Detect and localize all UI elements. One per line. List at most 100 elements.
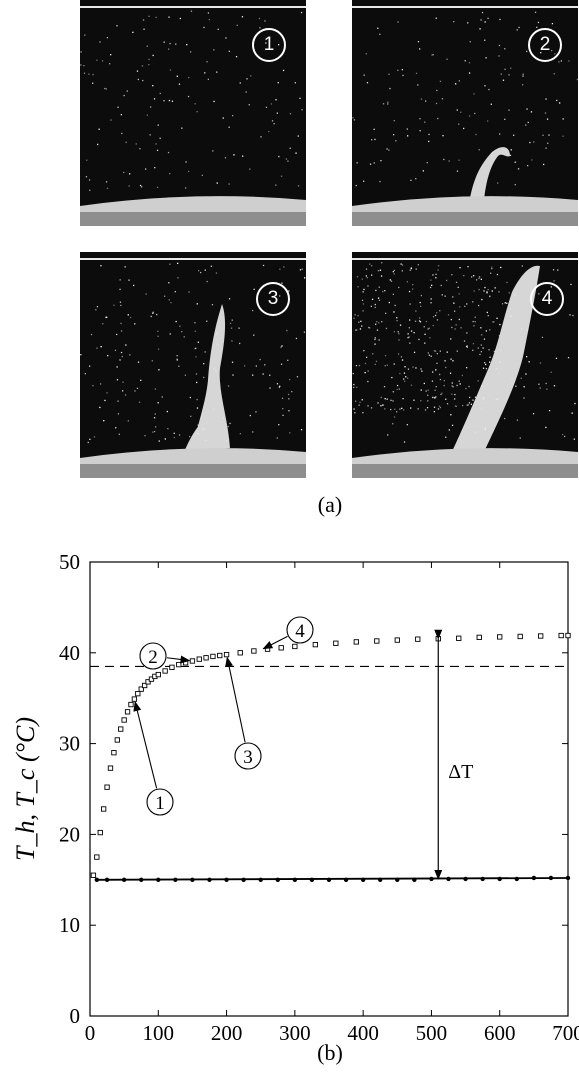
tracer-particle (454, 405, 457, 407)
tracer-particle (195, 356, 197, 358)
tracer-particle (412, 288, 414, 290)
tracer-particle (187, 95, 190, 98)
tracer-particle (407, 377, 409, 379)
tracer-particle (279, 385, 281, 387)
tracer-particle (157, 402, 159, 404)
tracer-particle (374, 303, 376, 306)
annotation-label: 4 (295, 621, 305, 642)
tracer-particle (123, 94, 125, 97)
tracer-particle (203, 363, 205, 365)
tracer-particle (479, 353, 481, 356)
tracer-particle (425, 100, 427, 102)
tracer-particle (92, 73, 94, 76)
tracer-particle (116, 25, 118, 27)
tracer-particle (466, 346, 468, 348)
tracer-particle (367, 405, 369, 407)
tracer-particle (198, 270, 200, 272)
tracer-particle (499, 323, 501, 326)
tracer-particle (121, 132, 123, 135)
tracer-particle (539, 362, 542, 364)
tracer-particle (528, 361, 530, 363)
tracer-particle (208, 18, 210, 21)
tracer-particle (102, 323, 104, 325)
tracer-particle (467, 404, 469, 406)
tracer-particle (185, 187, 187, 189)
delta-label: ΔT (448, 761, 473, 783)
tracer-particle (167, 428, 169, 430)
tracer-particle (156, 149, 159, 151)
tracer-particle (502, 79, 505, 81)
tracer-particle (128, 279, 130, 281)
hot-series-point (104, 784, 110, 790)
tracer-particle (354, 412, 356, 414)
tracer-particle (388, 149, 390, 151)
tracer-particle (479, 28, 481, 30)
tracer-particle (576, 78, 578, 81)
tracer-particle (358, 321, 360, 323)
tracer-particle (470, 403, 472, 405)
tracer-particle (92, 385, 94, 387)
tracer-particle (504, 68, 506, 70)
tracer-particle (406, 281, 408, 283)
tracer-particle (542, 134, 544, 136)
tracer-particle (466, 404, 468, 406)
tracer-particle (533, 141, 535, 143)
tracer-particle (431, 284, 433, 286)
tracer-particle (374, 306, 376, 309)
tracer-particle (352, 117, 354, 119)
tracer-particle (210, 265, 212, 267)
tracer-particle (379, 180, 381, 183)
tracer-particle (573, 438, 575, 440)
cold-series-point (224, 877, 229, 882)
tracer-particle (499, 18, 501, 21)
tracer-particle (403, 409, 405, 411)
hot-series-point (97, 829, 103, 836)
tracer-particle (445, 398, 447, 400)
tracer-particle (159, 92, 161, 95)
water-surface-line (80, 6, 306, 8)
tracer-particle (203, 26, 205, 29)
tracer-particle (478, 277, 480, 280)
tracer-particle (169, 263, 171, 265)
tracer-particle (484, 286, 486, 289)
tracer-particle (410, 179, 412, 181)
tracer-particle (419, 118, 421, 120)
tracer-particle (475, 279, 478, 281)
tracer-particle (148, 64, 150, 66)
tracer-particle (407, 337, 409, 339)
tracer-particle (428, 133, 430, 136)
tracer-particle (352, 372, 354, 375)
tracer-particle (136, 70, 139, 72)
tracer-particle (410, 407, 412, 409)
tracer-particle (484, 362, 486, 364)
tracer-particle (442, 135, 444, 137)
tracer-particle (385, 312, 387, 314)
tracer-particle (486, 311, 488, 314)
tracer-particle (232, 374, 234, 376)
tracer-particle (252, 431, 254, 433)
tracer-particle (420, 389, 422, 391)
tracer-particle (482, 367, 485, 369)
tracer-particle (523, 397, 525, 399)
cold-series-point (156, 877, 161, 882)
tracer-particle (297, 185, 300, 187)
tracer-particle (420, 294, 422, 297)
tracer-particle (268, 130, 270, 133)
tracer-particle (427, 389, 429, 391)
tracer-particle (388, 73, 390, 75)
hot-series-point (415, 636, 421, 642)
tracer-particle (478, 149, 480, 151)
tracer-particle (401, 359, 404, 361)
tracer-particle (527, 121, 529, 124)
tracer-particle (478, 304, 480, 307)
tracer-particle (157, 335, 159, 337)
tracer-particle (439, 378, 442, 381)
x-tick-label: 0 (85, 1021, 96, 1040)
tracer-particle (545, 98, 547, 100)
tracer-particle (441, 98, 444, 100)
tracer-particle (403, 372, 406, 374)
tracer-particles (80, 262, 306, 444)
tracer-particle (508, 74, 510, 76)
tracer-particle (120, 114, 122, 116)
tracer-particle (83, 65, 85, 67)
